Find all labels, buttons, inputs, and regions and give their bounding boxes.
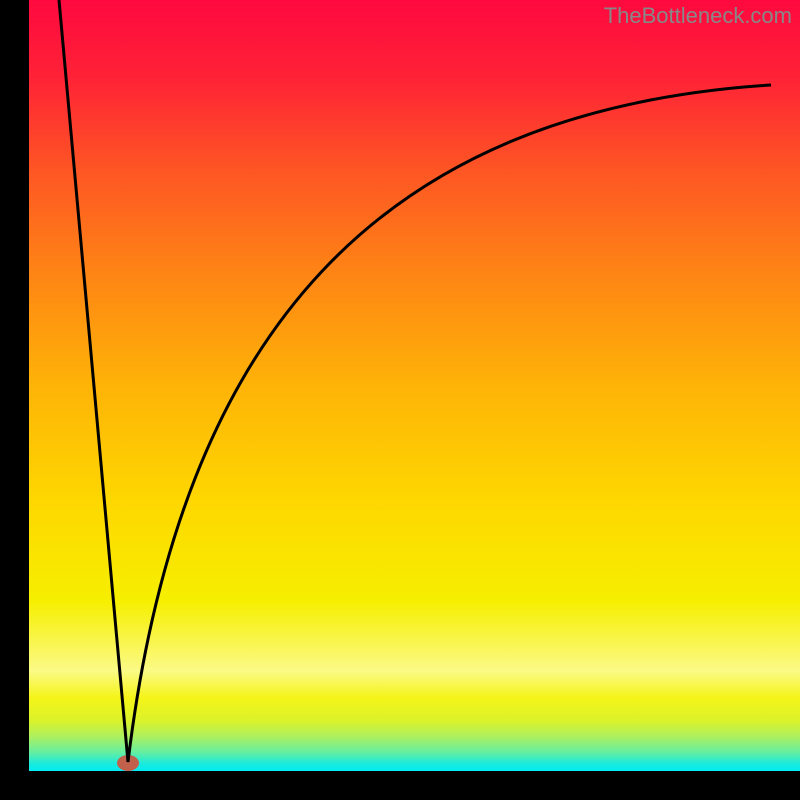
plot-area: TheBottleneck.com <box>29 0 800 771</box>
bottleneck-curve <box>29 0 800 771</box>
curve-path <box>59 0 771 762</box>
watermark-text: TheBottleneck.com <box>604 3 792 29</box>
frame-bottom <box>0 771 800 800</box>
frame-left <box>0 0 29 800</box>
